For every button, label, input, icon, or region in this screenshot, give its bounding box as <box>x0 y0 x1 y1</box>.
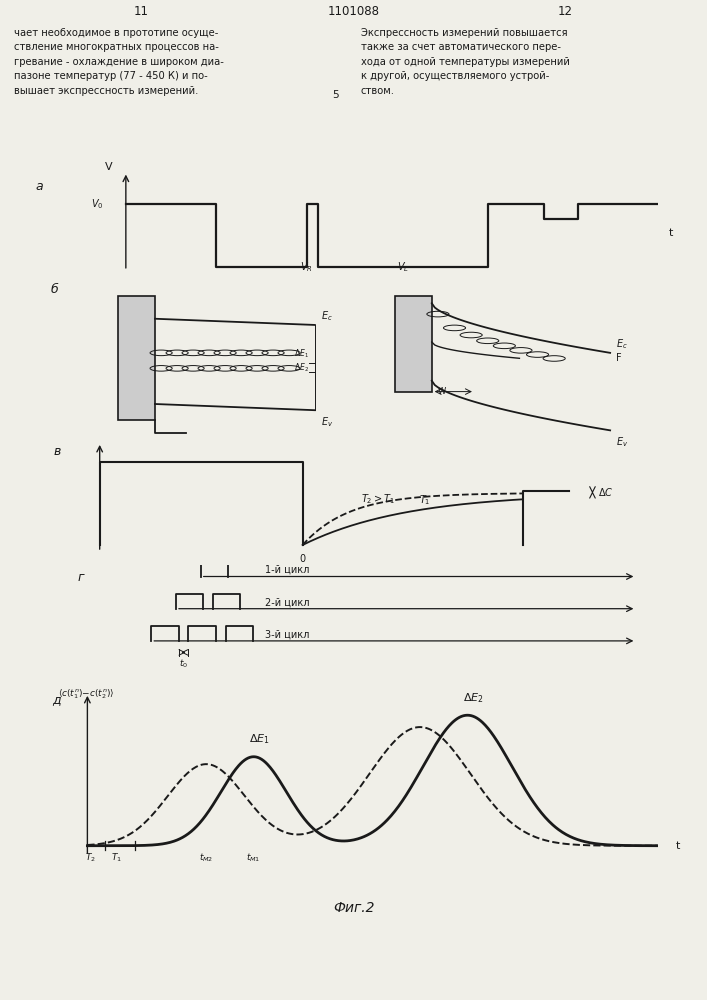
Text: Фиг.2: Фиг.2 <box>333 901 374 915</box>
Text: $V_R$: $V_R$ <box>300 260 313 274</box>
Text: чает необходимое в прототипе осуще-
ствление многократных процессов на-
гревание: чает необходимое в прототипе осуще- ствл… <box>14 28 224 96</box>
Text: 0: 0 <box>300 554 305 564</box>
Text: $T_2$: $T_2$ <box>86 852 96 864</box>
Text: а: а <box>35 180 43 193</box>
Text: W: W <box>438 387 446 396</box>
Text: F: F <box>617 353 622 363</box>
Text: $t_0$: $t_0$ <box>179 657 188 670</box>
Text: $V_0$: $V_0$ <box>90 197 103 211</box>
Text: $\Delta C$: $\Delta C$ <box>598 486 614 498</box>
Text: 3-й цикл: 3-й цикл <box>265 629 310 639</box>
Text: 1101088: 1101088 <box>327 5 380 18</box>
Text: 5: 5 <box>332 90 339 100</box>
Bar <box>395 296 432 392</box>
Text: $T_1$: $T_1$ <box>419 493 430 507</box>
Text: V: V <box>105 162 112 172</box>
Text: $t_{M1}$: $t_{M1}$ <box>247 852 261 864</box>
Text: $\Delta E_1$: $\Delta E_1$ <box>249 733 270 746</box>
Text: $T_2>T_1$: $T_2>T_1$ <box>361 492 395 506</box>
Text: 1-й цикл: 1-й цикл <box>265 565 310 575</box>
Bar <box>118 296 155 420</box>
Text: 11: 11 <box>134 5 149 18</box>
Text: д: д <box>52 693 60 706</box>
Text: $\Delta E_2$: $\Delta E_2$ <box>294 362 309 374</box>
Text: $\Delta E_1$: $\Delta E_1$ <box>294 348 309 360</box>
Text: $t_{M2}$: $t_{M2}$ <box>199 852 214 864</box>
Text: $\langle c(t_1^n){-}c(t_2^n)\rangle$: $\langle c(t_1^n){-}c(t_2^n)\rangle$ <box>58 687 115 701</box>
Text: $E_v$: $E_v$ <box>321 415 333 429</box>
Text: $E_v$: $E_v$ <box>617 435 629 449</box>
Text: б: б <box>50 283 58 296</box>
Text: t: t <box>675 841 679 851</box>
Text: $E_c$: $E_c$ <box>617 338 628 351</box>
Text: г: г <box>77 571 83 584</box>
Text: $T_1$: $T_1$ <box>111 852 122 864</box>
Text: $E_c$: $E_c$ <box>321 310 333 323</box>
Text: $\Delta E_2$: $\Delta E_2$ <box>463 691 484 705</box>
Text: 12: 12 <box>558 5 573 18</box>
Text: $V_L$: $V_L$ <box>397 260 409 274</box>
Text: в: в <box>53 445 61 458</box>
Text: 2-й цикл: 2-й цикл <box>265 597 310 607</box>
Text: t: t <box>669 228 673 238</box>
Text: Экспрессность измерений повышается
также за счет автоматического пере-
хода от о: Экспрессность измерений повышается также… <box>361 28 569 96</box>
